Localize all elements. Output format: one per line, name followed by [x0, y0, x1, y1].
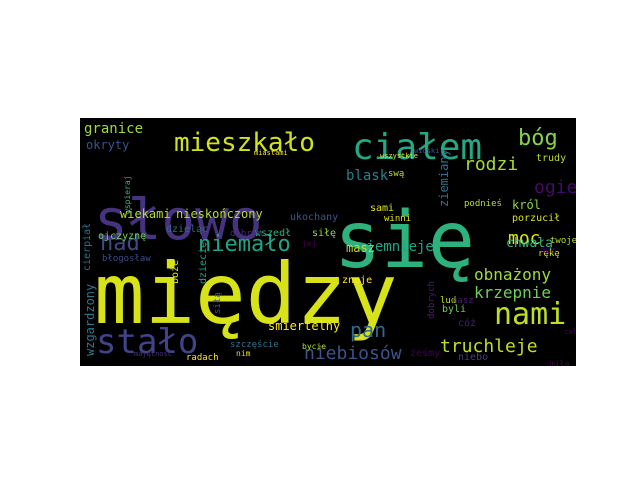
cloud-word: żeśmy: [410, 347, 440, 359]
cloud-word: mieszkało: [174, 128, 315, 158]
cloud-word: sami: [370, 203, 394, 214]
cloud-word: ojczyznę: [98, 231, 146, 242]
cloud-word: między: [94, 245, 397, 343]
cloud-word: pan: [350, 318, 386, 342]
cloud-word: jej: [302, 239, 316, 248]
cloud-word: słowo: [94, 188, 263, 253]
cloud-word: siłę: [312, 228, 336, 239]
cloud-word: stało: [96, 322, 198, 362]
cloud-word: blask: [346, 168, 389, 184]
cloud-word: lud: [440, 296, 456, 306]
cloud-word: niemało: [198, 232, 291, 257]
cloud-word: nim: [236, 349, 251, 358]
cloud-word: obnażony: [474, 265, 551, 284]
cloud-word: wzgardzony: [83, 284, 97, 356]
cloud-word: rękę: [538, 249, 560, 259]
cloud-word: znoje: [342, 275, 372, 286]
cloud-word: cierpiał: [82, 223, 93, 271]
cloud-word: ciałem: [352, 127, 482, 168]
cloud-word: szczęście: [230, 339, 279, 350]
cloud-word: miłą: [550, 359, 569, 366]
cloud-word: majętność: [134, 350, 172, 358]
cloud-word: wszystkie: [380, 152, 418, 160]
cloud-word: okryty: [86, 138, 129, 152]
cloud-word: podnieś: [464, 198, 502, 209]
cloud-word: krzepnie: [474, 283, 551, 302]
cloud-word: porzucił: [512, 213, 560, 224]
cloud-word: ogień: [534, 177, 576, 198]
cloud-word: dobrym: [230, 229, 263, 239]
cloud-word: nami: [494, 297, 566, 332]
cloud-word: król: [512, 198, 541, 212]
cloud-word: wszedł: [255, 228, 291, 239]
cloud-word: ukochany: [290, 212, 338, 223]
cloud-word: siłą: [213, 292, 223, 314]
cloud-word: dobrych: [427, 281, 437, 319]
cloud-word: granice: [84, 121, 143, 137]
cloud-word: truchleje: [440, 336, 538, 357]
cloud-word: swą: [388, 169, 404, 179]
cloud-word: winni: [384, 214, 411, 224]
cloud-word: śmiertelny: [268, 319, 340, 333]
cloud-word: masz: [346, 241, 375, 255]
cloud-word: dom: [540, 246, 556, 256]
cloud-word: nieskończony: [176, 207, 263, 221]
cloud-word: bycie: [302, 342, 326, 351]
cloud-word: chwałą: [506, 236, 553, 251]
cloud-word: cóż: [458, 317, 476, 329]
cloud-word: niebiosów: [304, 343, 402, 364]
cloud-word: wspieraj: [123, 175, 132, 214]
cloud-word: wioski: [414, 147, 439, 155]
cloud-word: twoje: [550, 236, 576, 246]
cloud-word: dzieląc: [166, 224, 208, 235]
cloud-word: miastami: [254, 149, 288, 157]
cloud-word: niebo: [458, 352, 488, 363]
cloud-word: się: [334, 196, 475, 286]
cloud-word: wiekami: [120, 207, 171, 221]
cloud-word: trudy: [536, 153, 566, 164]
cloud-word: byli: [442, 304, 466, 315]
cloud-word: błogosław: [102, 254, 151, 264]
cloud-word: ziemiany: [437, 149, 451, 207]
cloud-word: dziecię: [198, 242, 209, 284]
cloud-background: [80, 118, 576, 366]
cloud-word: ciemnieje: [358, 239, 434, 255]
cloud-word: nad: [100, 231, 140, 256]
cloud-word: nasz: [452, 296, 474, 306]
cloud-word: bóg: [518, 126, 558, 151]
cloud-word: całą: [564, 328, 576, 336]
cloud-word: rodzi: [464, 154, 518, 175]
cloud-word: radach: [186, 353, 219, 363]
cloud-word: boże: [170, 260, 181, 284]
cloud-word: moc: [508, 228, 541, 249]
